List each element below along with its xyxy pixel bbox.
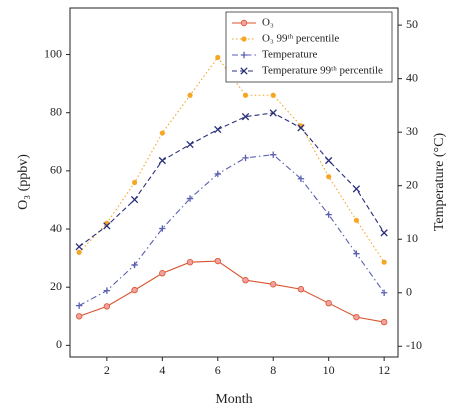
- marker: [242, 277, 249, 284]
- x-tick-label: 6: [215, 363, 221, 377]
- legend-label: O₃ 99ᵗʰ percentile: [262, 33, 339, 45]
- marker: [186, 258, 194, 266]
- y-tick-label: 0: [56, 337, 62, 351]
- series-line: [78, 112, 385, 248]
- legend-marker: [241, 36, 247, 42]
- marker: [380, 289, 388, 296]
- marker: [130, 195, 139, 204]
- y-axis-label: O₃ (ppbv): [16, 154, 31, 210]
- series-line: [78, 56, 385, 263]
- marker: [352, 185, 361, 193]
- marker: [241, 113, 250, 121]
- marker: [380, 229, 388, 237]
- x-tick-label: 8: [270, 363, 276, 377]
- y2-tick-label: 50: [406, 17, 418, 31]
- legend-marker: [240, 19, 248, 27]
- legend-label: O₃: [262, 17, 274, 29]
- marker: [325, 299, 332, 307]
- marker: [103, 303, 111, 310]
- x-axis-label: Month: [215, 392, 252, 407]
- y2-tick-label: 0: [406, 285, 412, 299]
- marker: [187, 92, 193, 98]
- x-tick-label: 10: [323, 363, 335, 377]
- legend-box: [225, 11, 393, 83]
- legend-marker: [240, 51, 248, 59]
- y-tick-label: 60: [50, 163, 62, 177]
- x-tick-label: 4: [159, 363, 165, 377]
- marker: [131, 286, 138, 294]
- x-tick-label: 12: [378, 363, 390, 377]
- y2-tick-label: 30: [406, 124, 418, 138]
- marker: [214, 170, 221, 178]
- marker: [353, 217, 360, 223]
- marker: [380, 318, 388, 326]
- marker: [297, 175, 305, 182]
- marker: [75, 313, 83, 320]
- marker: [159, 225, 166, 232]
- marker: [214, 257, 221, 265]
- marker: [269, 109, 277, 117]
- y2-axis-label: Temperature (°C): [432, 133, 447, 232]
- marker: [353, 313, 360, 321]
- marker: [75, 302, 83, 309]
- marker: [159, 270, 166, 277]
- marker: [214, 125, 222, 134]
- marker: [103, 222, 111, 230]
- marker: [325, 211, 332, 218]
- marker: [270, 151, 277, 158]
- marker: [242, 92, 249, 98]
- y-tick-label: 20: [50, 279, 62, 293]
- marker: [270, 281, 277, 288]
- marker: [75, 243, 83, 251]
- series-line: [78, 260, 385, 323]
- marker: [215, 54, 221, 61]
- y-tick-label: 100: [44, 46, 62, 60]
- y2-tick-label: 20: [406, 177, 418, 191]
- x-tick-label: 2: [104, 363, 110, 377]
- marker: [103, 287, 111, 294]
- y-tick-label: 40: [50, 221, 62, 235]
- marker: [381, 259, 387, 265]
- plot-frame: [69, 7, 399, 358]
- marker: [76, 249, 82, 255]
- y2-tick-label: 10: [406, 231, 418, 245]
- series-line: [78, 154, 385, 307]
- marker: [186, 140, 194, 149]
- marker: [270, 92, 276, 98]
- legend-label: Temperature 99ᵗʰ percentile: [262, 65, 383, 77]
- marker: [186, 195, 194, 202]
- marker: [132, 179, 138, 186]
- marker: [326, 174, 332, 180]
- marker: [159, 130, 165, 136]
- legend-label: Temperature: [262, 49, 318, 61]
- y2-tick-label: 40: [406, 70, 418, 84]
- marker: [131, 261, 138, 269]
- y2-tick-label: -10: [406, 338, 422, 352]
- marker: [242, 154, 249, 162]
- legend-marker: [240, 67, 248, 75]
- y-tick-label: 80: [50, 104, 62, 118]
- marker: [297, 124, 305, 132]
- marker: [297, 286, 305, 293]
- marker: [325, 156, 333, 165]
- marker: [353, 250, 360, 257]
- marker: [158, 156, 166, 165]
